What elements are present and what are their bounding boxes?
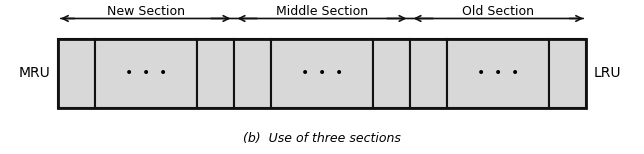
Text: •  •  •: • • •: [477, 66, 519, 80]
Bar: [234, 38, 270, 108]
Text: New Section: New Section: [107, 5, 185, 18]
Bar: [374, 38, 410, 108]
Text: •  •  •: • • •: [301, 66, 343, 80]
Text: •  •  •: • • •: [125, 66, 167, 80]
Bar: [410, 38, 446, 108]
Bar: [58, 38, 95, 108]
Bar: [198, 38, 234, 108]
Text: MRU: MRU: [19, 66, 50, 80]
Bar: [95, 38, 198, 108]
Bar: [58, 38, 586, 108]
Text: (b)  Use of three sections: (b) Use of three sections: [243, 132, 401, 145]
Text: Old Section: Old Section: [462, 5, 534, 18]
Bar: [446, 38, 549, 108]
Text: Middle Section: Middle Section: [276, 5, 368, 18]
Text: LRU: LRU: [594, 66, 621, 80]
Bar: [549, 38, 586, 108]
Bar: [270, 38, 374, 108]
